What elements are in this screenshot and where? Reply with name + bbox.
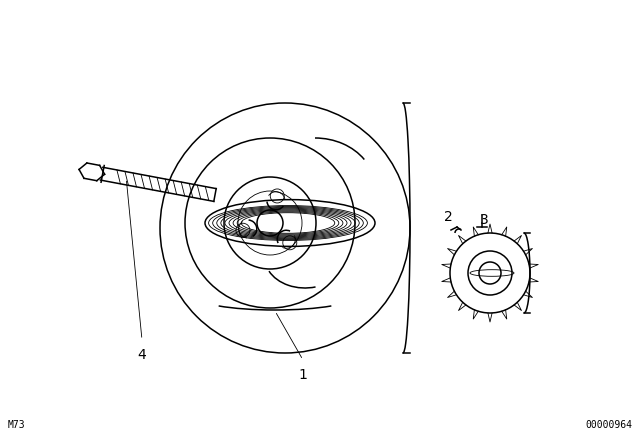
Text: 3: 3 xyxy=(479,213,488,227)
Text: M73: M73 xyxy=(8,420,26,430)
Text: 4: 4 xyxy=(138,348,147,362)
Text: 1: 1 xyxy=(299,368,307,382)
Text: 00000964: 00000964 xyxy=(585,420,632,430)
Text: 2: 2 xyxy=(444,210,452,224)
